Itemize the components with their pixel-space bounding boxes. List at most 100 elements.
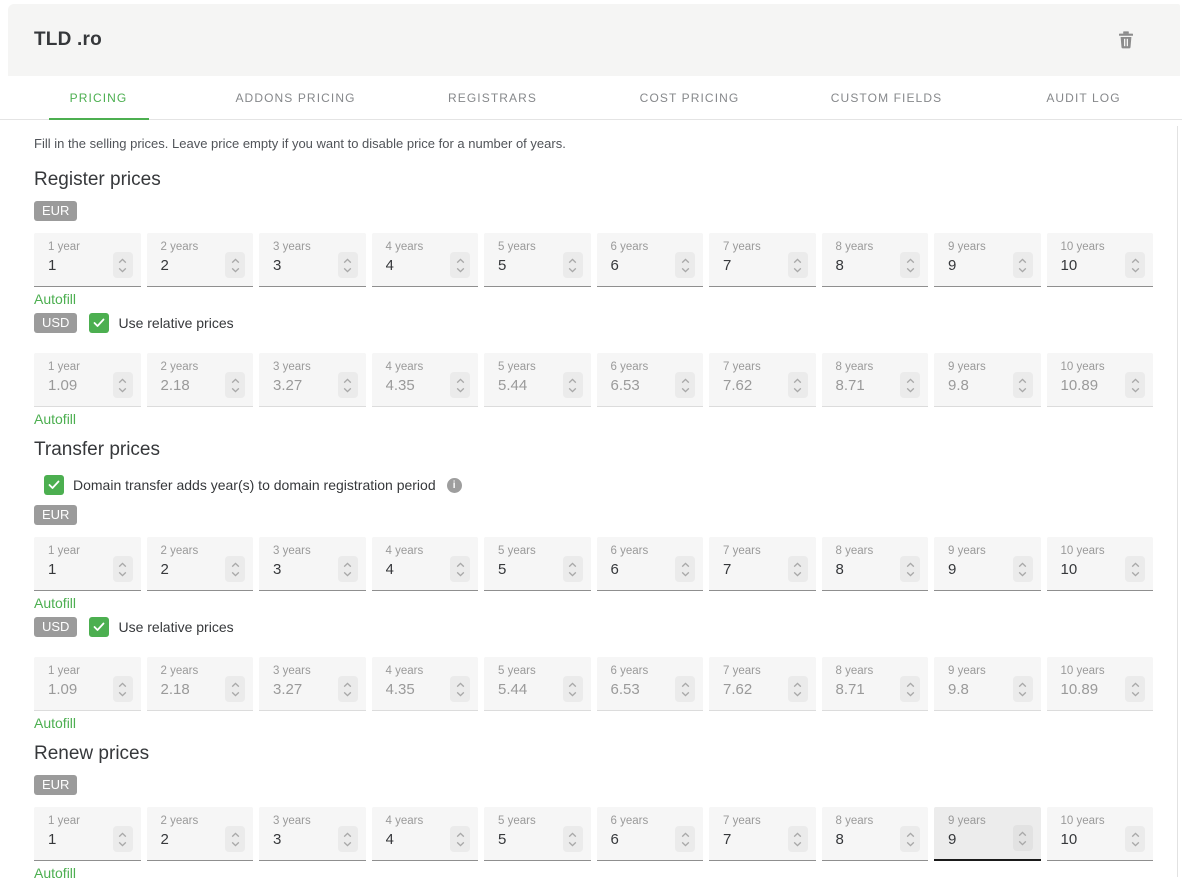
price-input-renew-eur-2y[interactable]: 2 years — [146, 807, 253, 861]
price-value-field[interactable] — [610, 561, 669, 578]
price-input-register-eur-10y[interactable]: 10 years — [1046, 233, 1153, 287]
number-stepper[interactable] — [112, 556, 133, 582]
price-value-field[interactable] — [610, 257, 669, 274]
price-input-register-eur-3y[interactable]: 3 years — [259, 233, 366, 287]
tab-addons-pricing[interactable]: ADDONS PRICING — [197, 76, 394, 119]
transfer-adds-years-checkbox[interactable] — [44, 475, 64, 495]
price-value-field[interactable] — [48, 257, 107, 274]
autofill-link[interactable]: Autofill — [34, 411, 77, 427]
price-value-field[interactable] — [48, 561, 107, 578]
number-stepper[interactable] — [1012, 556, 1033, 582]
price-value-field[interactable] — [160, 561, 219, 578]
info-icon[interactable]: i — [446, 477, 462, 493]
use-relative-prices-checkbox[interactable] — [89, 617, 110, 637]
autofill-link[interactable]: Autofill — [34, 865, 77, 881]
number-stepper[interactable] — [900, 252, 920, 278]
price-value-field[interactable] — [948, 561, 1007, 578]
price-value-field[interactable] — [48, 831, 107, 848]
tab-custom-fields[interactable]: CUSTOM FIELDS — [788, 76, 985, 119]
number-stepper[interactable] — [450, 556, 470, 582]
autofill-link[interactable]: Autofill — [34, 595, 77, 611]
price-input-renew-eur-3y[interactable]: 3 years — [259, 807, 366, 861]
number-stepper[interactable] — [562, 252, 583, 278]
number-stepper[interactable] — [112, 252, 133, 278]
price-input-transfer-eur-10y[interactable]: 10 years — [1046, 537, 1153, 591]
price-value-field[interactable] — [835, 561, 894, 578]
price-value-field[interactable] — [610, 831, 669, 848]
number-stepper[interactable] — [225, 826, 245, 852]
price-input-renew-eur-6y[interactable]: 6 years — [596, 807, 703, 861]
price-input-transfer-eur-8y[interactable]: 8 years — [821, 537, 928, 591]
tab-cost-pricing[interactable]: COST PRICING — [591, 76, 788, 119]
price-input-register-eur-9y[interactable]: 9 years — [934, 233, 1041, 287]
number-stepper[interactable] — [675, 252, 695, 278]
price-value-field[interactable] — [948, 831, 1007, 848]
price-value-field[interactable] — [835, 257, 894, 274]
price-input-register-eur-2y[interactable]: 2 years — [146, 233, 253, 287]
number-stepper[interactable] — [225, 252, 245, 278]
price-value-field[interactable] — [498, 831, 557, 848]
number-stepper[interactable] — [1012, 825, 1033, 851]
number-stepper[interactable] — [1012, 252, 1033, 278]
price-input-transfer-eur-6y[interactable]: 6 years — [596, 537, 703, 591]
price-value-field[interactable] — [723, 561, 782, 578]
price-input-renew-eur-7y[interactable]: 7 years — [709, 807, 816, 861]
price-input-register-eur-4y[interactable]: 4 years — [371, 233, 478, 287]
price-input-transfer-eur-7y[interactable]: 7 years — [709, 537, 816, 591]
number-stepper[interactable] — [787, 826, 808, 852]
price-value-field[interactable] — [273, 257, 332, 274]
number-stepper[interactable] — [787, 252, 808, 278]
number-stepper[interactable] — [1125, 826, 1145, 852]
price-value-field[interactable] — [1060, 831, 1119, 848]
price-value-field[interactable] — [498, 561, 557, 578]
number-stepper[interactable] — [337, 556, 358, 582]
price-input-renew-eur-1y[interactable]: 1 year — [34, 807, 141, 861]
price-value-field[interactable] — [160, 831, 219, 848]
number-stepper[interactable] — [450, 826, 470, 852]
price-value-field[interactable] — [273, 561, 332, 578]
number-stepper[interactable] — [1125, 556, 1145, 582]
autofill-link[interactable]: Autofill — [34, 291, 77, 307]
number-stepper[interactable] — [900, 556, 920, 582]
price-input-transfer-eur-3y[interactable]: 3 years — [259, 537, 366, 591]
price-input-register-eur-8y[interactable]: 8 years — [821, 233, 928, 287]
price-input-transfer-eur-1y[interactable]: 1 year — [34, 537, 141, 591]
number-stepper[interactable] — [337, 826, 358, 852]
price-value-field[interactable] — [723, 831, 782, 848]
price-input-renew-eur-5y[interactable]: 5 years — [484, 807, 591, 861]
number-stepper[interactable] — [562, 556, 583, 582]
price-input-register-eur-7y[interactable]: 7 years — [709, 233, 816, 287]
price-value-field[interactable] — [498, 257, 557, 274]
price-value-field[interactable] — [385, 561, 444, 578]
tab-registrars[interactable]: REGISTRARS — [394, 76, 591, 119]
price-value-field[interactable] — [160, 257, 219, 274]
tab-audit-log[interactable]: AUDIT LOG — [985, 76, 1182, 119]
price-value-field[interactable] — [273, 831, 332, 848]
use-relative-prices-checkbox[interactable] — [89, 313, 110, 333]
price-value-field[interactable] — [385, 831, 444, 848]
tab-pricing[interactable]: PRICING — [0, 76, 197, 120]
price-input-transfer-eur-4y[interactable]: 4 years — [371, 537, 478, 591]
number-stepper[interactable] — [900, 826, 920, 852]
price-input-renew-eur-4y[interactable]: 4 years — [371, 807, 478, 861]
price-value-field[interactable] — [948, 257, 1007, 274]
delete-tld-button[interactable] — [1116, 29, 1136, 51]
number-stepper[interactable] — [337, 252, 358, 278]
price-input-transfer-eur-5y[interactable]: 5 years — [484, 537, 591, 591]
price-input-renew-eur-8y[interactable]: 8 years — [821, 807, 928, 861]
price-input-register-eur-5y[interactable]: 5 years — [484, 233, 591, 287]
number-stepper[interactable] — [787, 556, 808, 582]
price-input-transfer-eur-2y[interactable]: 2 years — [146, 537, 253, 591]
price-value-field[interactable] — [385, 257, 444, 274]
price-input-renew-eur-10y[interactable]: 10 years — [1046, 807, 1153, 861]
number-stepper[interactable] — [675, 556, 695, 582]
price-input-transfer-eur-9y[interactable]: 9 years — [934, 537, 1041, 591]
price-input-register-eur-1y[interactable]: 1 year — [34, 233, 141, 287]
price-value-field[interactable] — [1060, 561, 1119, 578]
number-stepper[interactable] — [562, 826, 583, 852]
price-input-renew-eur-9y[interactable]: 9 years — [934, 807, 1041, 861]
price-value-field[interactable] — [835, 831, 894, 848]
autofill-link[interactable]: Autofill — [34, 715, 77, 731]
price-input-register-eur-6y[interactable]: 6 years — [596, 233, 703, 287]
number-stepper[interactable] — [450, 252, 470, 278]
